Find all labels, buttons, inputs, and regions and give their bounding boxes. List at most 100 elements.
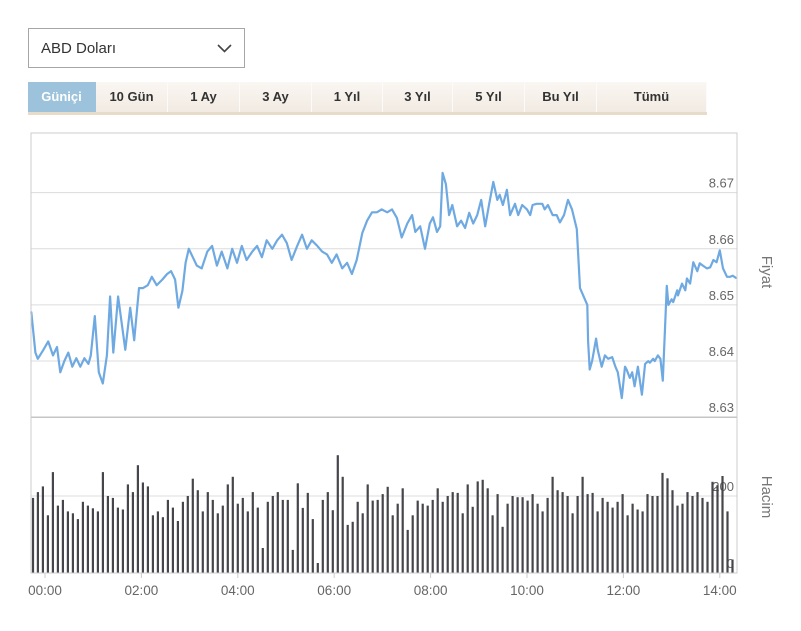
volume-bar (576, 496, 579, 573)
volume-bar (281, 499, 284, 573)
volume-bar (531, 494, 534, 573)
volume-bar (46, 515, 49, 574)
volume-bars (31, 455, 734, 574)
volume-bar (511, 496, 514, 573)
volume-bar (656, 496, 659, 573)
volume-bar (521, 497, 524, 573)
volume-bar (81, 501, 84, 573)
volume-bar (731, 559, 734, 573)
volume-bar (101, 472, 104, 573)
volume-bar (216, 513, 219, 573)
volume-bar (86, 505, 89, 573)
volume-bar (276, 492, 279, 573)
volume-bar (416, 500, 419, 573)
price-axis-label: 8.63 (709, 400, 734, 415)
volume-bar (131, 492, 134, 573)
tab-tümü[interactable]: Tümü (597, 82, 707, 112)
volume-bar (446, 496, 449, 573)
volume-bar (166, 499, 169, 573)
volume-bar (336, 455, 339, 573)
tab-3-ay[interactable]: 3 Ay (240, 82, 312, 112)
fiyat-axis-title: Fiyat (758, 256, 775, 289)
volume-bar (496, 494, 499, 573)
chart-svg[interactable]: 8.678.668.658.648.63200000:0002:0004:000… (0, 125, 801, 631)
tab-10-gün[interactable]: 10 Gün (96, 82, 168, 112)
tab-güniçi[interactable]: Güniçi (28, 82, 96, 112)
volume-bar (206, 492, 209, 573)
volume-bar (406, 529, 409, 573)
volume-bar (671, 490, 674, 573)
volume-bar (701, 497, 704, 573)
volume-bar (501, 526, 504, 573)
tab-5-yıl[interactable]: 5 Yıl (453, 82, 525, 112)
volume-bar (556, 490, 559, 573)
volume-bar (436, 488, 439, 573)
x-axis-label: 02:00 (125, 583, 159, 598)
volume-bar (651, 496, 654, 573)
tab-3-yıl[interactable]: 3 Yıl (383, 82, 453, 112)
volume-bar (136, 465, 139, 573)
tab-bu-yıl[interactable]: Bu Yıl (525, 82, 597, 112)
volume-bar (251, 492, 254, 573)
volume-bar (421, 503, 424, 573)
volume-bar (536, 503, 539, 573)
volume-bar (301, 507, 304, 573)
volume-bar (476, 481, 479, 573)
x-axis-label: 04:00 (221, 583, 255, 598)
volume-bar (371, 500, 374, 573)
volume-bar (151, 515, 154, 574)
volume-bar (581, 476, 584, 574)
volume-bar (196, 490, 199, 573)
x-axis-label: 12:00 (607, 583, 641, 598)
volume-bar (551, 476, 554, 574)
volume-bar (506, 503, 509, 573)
currency-dropdown[interactable]: ABD Doları (28, 28, 245, 68)
volume-bar (721, 476, 724, 573)
volume-bar (231, 476, 234, 574)
volume-bar (526, 500, 529, 573)
price-volume-chart[interactable]: 8.678.668.658.648.63200000:0002:0004:000… (0, 125, 801, 631)
volume-bar (91, 508, 94, 573)
price-axis-label: 8.67 (709, 176, 734, 191)
volume-bar (646, 494, 649, 573)
tab-1-ay[interactable]: 1 Ay (168, 82, 240, 112)
hacim-axis-title: Hacim (758, 476, 775, 519)
volume-bar (321, 499, 324, 573)
volume-bar (71, 513, 74, 573)
period-tab-bar: Güniçi 10 Gün 1 Ay 3 Ay 1 Yıl 3 Yıl 5 Yıl Bu Yı… (28, 82, 707, 115)
volume-bar (41, 486, 44, 573)
volume-bar (241, 497, 244, 573)
volume-bar (141, 482, 144, 573)
volume-bar (331, 510, 334, 573)
volume-bar (471, 506, 474, 573)
volume-bar (376, 499, 379, 573)
volume-bar (286, 499, 289, 573)
volume-bar (306, 492, 309, 573)
price-axis-label: 8.66 (709, 232, 734, 247)
volume-bar (401, 488, 404, 573)
volume-bar (226, 484, 229, 573)
volume-bar (626, 515, 629, 574)
volume-bar (691, 496, 694, 573)
volume-bar (56, 505, 59, 573)
volume-bar (641, 511, 644, 573)
volume-bar (706, 501, 709, 573)
volume-bar (126, 484, 129, 573)
volume-bar (591, 492, 594, 573)
volume-bar (221, 505, 224, 573)
volume-bar (621, 494, 624, 573)
volume-bar (451, 492, 454, 573)
tab-1-yıl[interactable]: 1 Yıl (312, 82, 383, 112)
volume-bar (256, 507, 259, 573)
volume-bar (381, 494, 384, 573)
volume-bar (176, 521, 179, 573)
volume-bar (181, 501, 184, 573)
volume-bar (156, 511, 159, 573)
plot-border (30, 132, 738, 574)
volume-bar (666, 478, 669, 573)
volume-bar (601, 497, 604, 573)
volume-bar (366, 484, 369, 573)
volume-bar (466, 484, 469, 573)
volume-bar (516, 497, 519, 573)
